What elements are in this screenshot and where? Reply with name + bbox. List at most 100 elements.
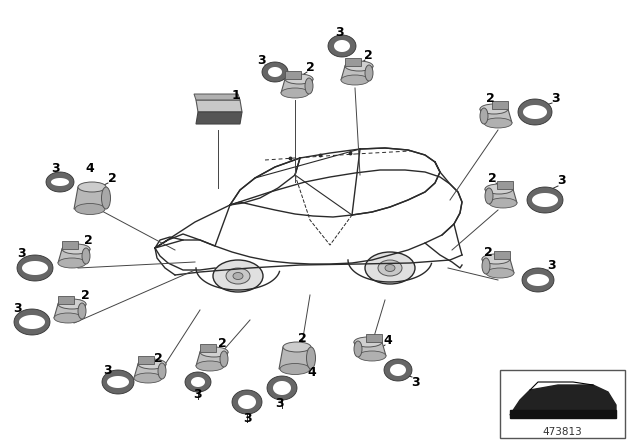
- Text: 2: 2: [488, 172, 497, 185]
- PathPatch shape: [267, 376, 297, 400]
- Polygon shape: [62, 241, 78, 249]
- Text: 3: 3: [194, 388, 202, 401]
- Text: 3: 3: [13, 302, 22, 314]
- Ellipse shape: [354, 341, 362, 357]
- Ellipse shape: [54, 313, 82, 323]
- Polygon shape: [58, 296, 74, 304]
- Ellipse shape: [134, 373, 162, 383]
- PathPatch shape: [527, 187, 563, 213]
- Polygon shape: [200, 344, 216, 352]
- Ellipse shape: [365, 252, 415, 284]
- Text: 3: 3: [258, 53, 266, 66]
- Polygon shape: [285, 71, 301, 79]
- Ellipse shape: [385, 264, 395, 271]
- Text: 2: 2: [218, 336, 227, 349]
- Polygon shape: [341, 66, 373, 80]
- Text: 2: 2: [484, 246, 492, 258]
- Polygon shape: [366, 334, 382, 342]
- Text: 2: 2: [84, 233, 92, 246]
- Polygon shape: [134, 364, 166, 378]
- Text: 4: 4: [383, 333, 392, 346]
- Ellipse shape: [341, 75, 369, 85]
- PathPatch shape: [22, 261, 48, 275]
- Ellipse shape: [480, 108, 488, 124]
- Ellipse shape: [345, 61, 373, 71]
- Polygon shape: [196, 100, 242, 112]
- Text: 3: 3: [336, 26, 344, 39]
- Text: 1: 1: [232, 89, 241, 102]
- Polygon shape: [279, 347, 311, 369]
- Text: 2: 2: [486, 91, 494, 104]
- Ellipse shape: [58, 258, 86, 268]
- Polygon shape: [196, 112, 242, 124]
- PathPatch shape: [384, 359, 412, 381]
- Ellipse shape: [78, 182, 106, 192]
- Ellipse shape: [378, 260, 402, 276]
- Polygon shape: [492, 101, 508, 109]
- Text: 2: 2: [154, 352, 163, 365]
- Ellipse shape: [78, 303, 86, 319]
- Ellipse shape: [307, 347, 316, 369]
- Text: 3: 3: [276, 396, 284, 409]
- Text: 3: 3: [18, 246, 26, 259]
- Ellipse shape: [138, 359, 166, 369]
- Polygon shape: [482, 259, 514, 273]
- Ellipse shape: [482, 254, 510, 264]
- PathPatch shape: [262, 62, 288, 82]
- Ellipse shape: [365, 65, 373, 81]
- Ellipse shape: [485, 184, 513, 194]
- PathPatch shape: [185, 372, 211, 392]
- Ellipse shape: [480, 104, 508, 114]
- PathPatch shape: [518, 99, 552, 125]
- PathPatch shape: [522, 268, 554, 292]
- Polygon shape: [480, 109, 512, 123]
- Polygon shape: [58, 249, 90, 263]
- Ellipse shape: [196, 361, 224, 371]
- PathPatch shape: [191, 377, 205, 387]
- Ellipse shape: [484, 118, 512, 128]
- Ellipse shape: [75, 203, 105, 215]
- PathPatch shape: [238, 395, 256, 409]
- PathPatch shape: [107, 376, 129, 388]
- Ellipse shape: [220, 351, 228, 367]
- PathPatch shape: [232, 390, 262, 414]
- PathPatch shape: [328, 35, 356, 57]
- Ellipse shape: [233, 272, 243, 280]
- Ellipse shape: [489, 198, 517, 208]
- PathPatch shape: [46, 172, 74, 192]
- Ellipse shape: [82, 248, 90, 264]
- PathPatch shape: [334, 40, 350, 52]
- PathPatch shape: [14, 309, 50, 335]
- Ellipse shape: [280, 363, 310, 375]
- Ellipse shape: [158, 363, 166, 379]
- Text: 4: 4: [308, 366, 316, 379]
- Ellipse shape: [226, 268, 250, 284]
- Ellipse shape: [305, 78, 313, 94]
- PathPatch shape: [527, 274, 549, 286]
- Ellipse shape: [486, 268, 514, 278]
- PathPatch shape: [17, 255, 53, 281]
- Ellipse shape: [200, 347, 228, 357]
- Text: 2: 2: [306, 60, 314, 73]
- Ellipse shape: [285, 74, 313, 84]
- Text: 473813: 473813: [542, 427, 582, 437]
- Text: 3: 3: [243, 412, 252, 425]
- Ellipse shape: [281, 88, 309, 98]
- Text: 2: 2: [364, 48, 372, 61]
- Polygon shape: [510, 410, 616, 418]
- Ellipse shape: [102, 187, 111, 209]
- Ellipse shape: [213, 260, 263, 292]
- Text: 4: 4: [86, 161, 94, 175]
- Polygon shape: [196, 352, 228, 366]
- Text: 2: 2: [81, 289, 90, 302]
- PathPatch shape: [273, 381, 291, 395]
- PathPatch shape: [19, 315, 45, 329]
- Polygon shape: [354, 342, 386, 356]
- Polygon shape: [497, 181, 513, 189]
- Ellipse shape: [58, 299, 86, 309]
- Ellipse shape: [62, 244, 90, 254]
- Polygon shape: [194, 94, 240, 100]
- Ellipse shape: [358, 351, 386, 361]
- Text: 2: 2: [108, 172, 116, 185]
- Text: 3: 3: [51, 161, 60, 175]
